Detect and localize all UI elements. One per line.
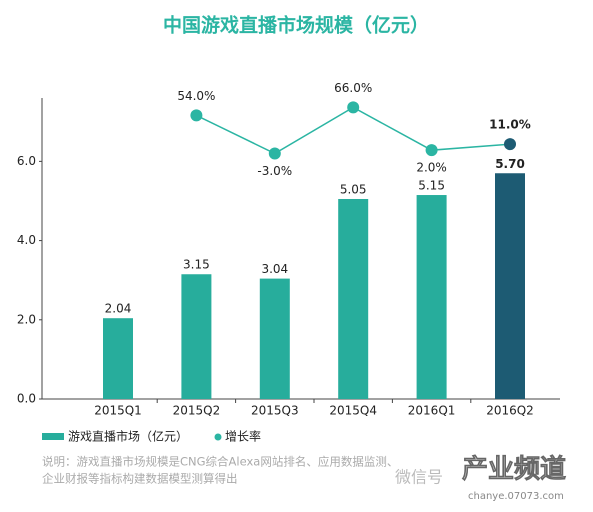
- growth-value-label: 11.0%: [489, 118, 531, 132]
- x-tick-label: 2015Q3: [251, 404, 299, 418]
- legend-swatch: [42, 433, 64, 440]
- note: 说明：游戏直播市场规模是CNG综合Alexa网站排名、应用数据监测、: [42, 455, 398, 469]
- y-tick-label: 0.0: [17, 392, 36, 406]
- chart-title: 中国游戏直播市场规模（亿元）: [163, 14, 429, 37]
- growth-value-label: 54.0%: [177, 89, 215, 103]
- growth-point: [268, 147, 281, 160]
- legend-label: 增长率: [225, 429, 261, 444]
- bar-value-label: 3.15: [183, 258, 210, 272]
- y-tick-label: 6.0: [17, 154, 36, 168]
- legend-label: 游戏直播市场（亿元）: [68, 429, 188, 444]
- growth-line: [196, 106, 511, 155]
- growth-value-label: 66.0%: [334, 81, 372, 95]
- x-tick-label: 2015Q2: [173, 404, 221, 418]
- bar: [495, 173, 525, 399]
- bar: [416, 195, 447, 399]
- y-tick-label: 4.0: [17, 233, 36, 247]
- bar: [259, 278, 290, 399]
- bar: [103, 318, 133, 399]
- growth-point: [190, 109, 203, 122]
- watermark: 产业频道: [462, 454, 566, 485]
- watermark: 微信号: [395, 468, 443, 487]
- bar-value-label: 2.04: [105, 302, 132, 316]
- bar-value-label: 3.04: [261, 262, 288, 276]
- x-tick-label: 2015Q4: [329, 404, 377, 418]
- bar-value-label: 5.70: [495, 157, 525, 171]
- bar-value-label: 5.05: [340, 182, 367, 196]
- legend-swatch: [214, 433, 222, 441]
- x-tick-label: 2015Q1: [94, 404, 142, 418]
- growth-value-label: -3.0%: [257, 164, 292, 178]
- bar-value-label: 5.15: [418, 179, 445, 193]
- x-tick-label: 2016Q1: [408, 404, 456, 418]
- growth-value-label: 2.0%: [416, 161, 447, 175]
- growth-point: [347, 101, 360, 114]
- bar: [338, 198, 369, 399]
- note: 企业财报等指标构建数据模型测算得出: [42, 472, 238, 486]
- y-tick-label: 2.0: [17, 312, 36, 326]
- bar: [181, 274, 212, 399]
- growth-point: [425, 144, 438, 157]
- x-tick-label: 2016Q2: [486, 404, 534, 418]
- growth-point: [504, 138, 516, 151]
- watermark: chanye.07073.com: [468, 491, 564, 502]
